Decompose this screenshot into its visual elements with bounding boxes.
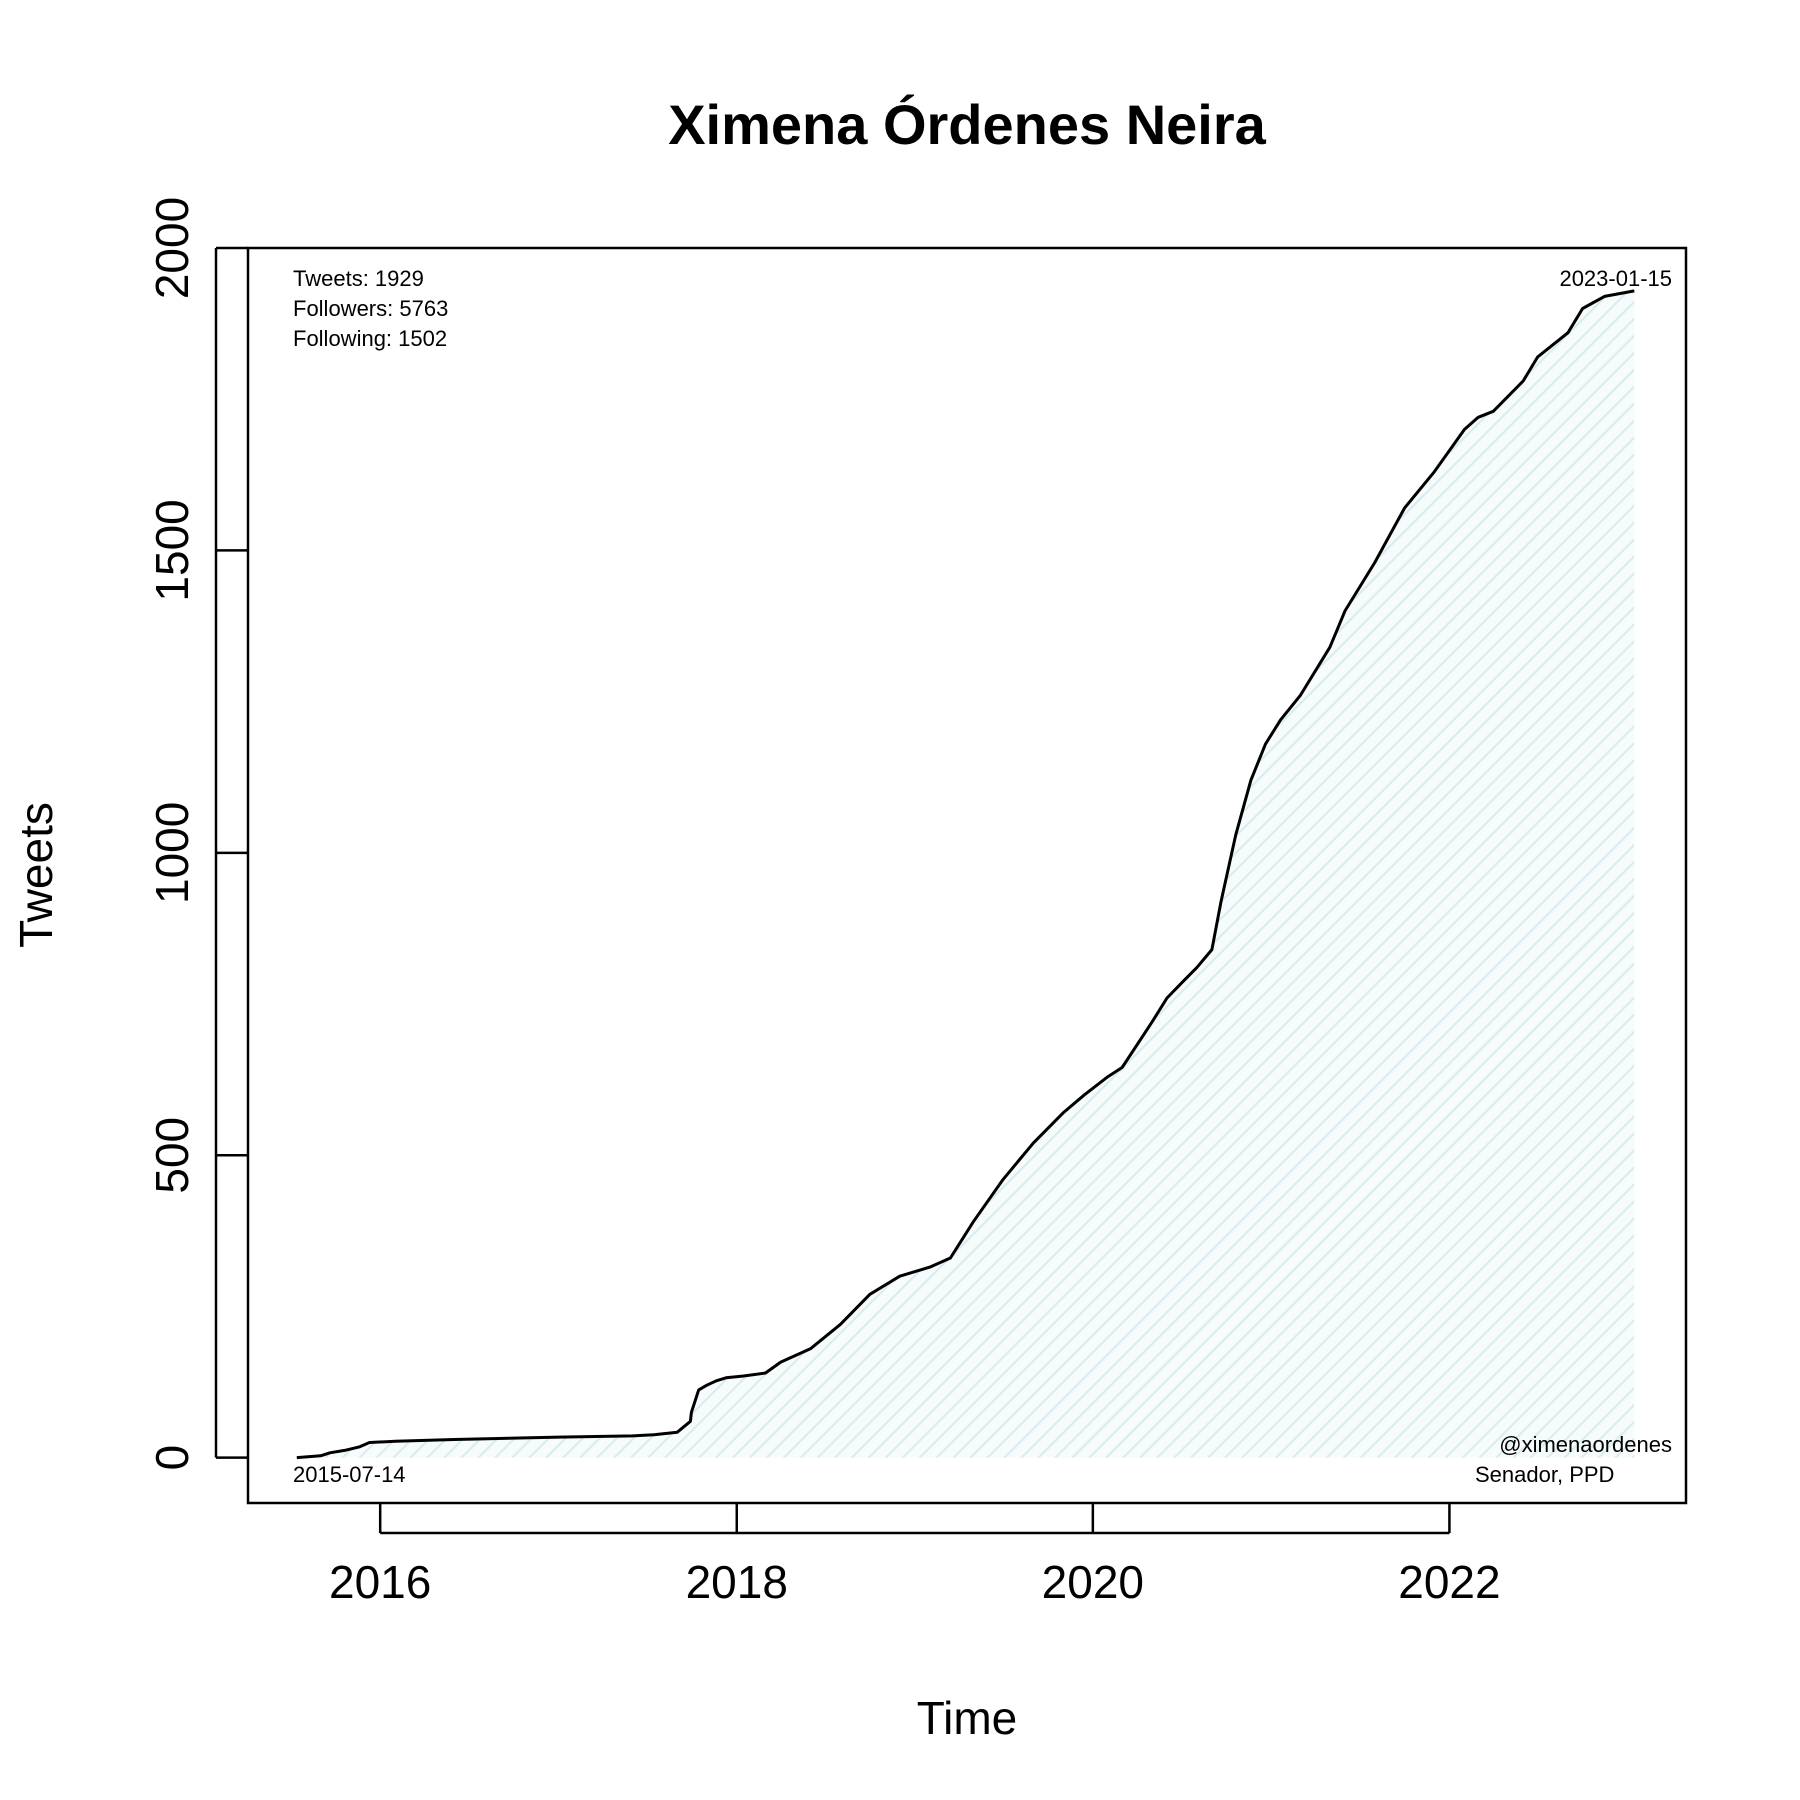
- series-area-fill: [296, 290, 1635, 1458]
- chart-title: Ximena Órdenes Neira: [668, 93, 1266, 156]
- x-tick-label: 2018: [686, 1556, 788, 1608]
- stat-followers: Followers: 5763: [293, 296, 448, 321]
- start-date-label: 2015-07-14: [293, 1462, 406, 1487]
- x-tick-label: 2022: [1398, 1556, 1500, 1608]
- y-tick-label: 2000: [146, 197, 198, 299]
- x-axis: 2016 2018 2020 2022: [329, 1503, 1501, 1608]
- area-layer: [296, 290, 1635, 1458]
- handle-label: @ximenaordenes: [1499, 1432, 1672, 1457]
- series-line: [296, 289, 1635, 1460]
- y-tick-label: 1000: [146, 802, 198, 904]
- stat-tweets: Tweets: 1929: [293, 266, 424, 291]
- y-axis: 0 500 1000 1500 2000: [146, 197, 248, 1471]
- y-tick-label: 0: [146, 1445, 198, 1471]
- y-tick-label: 500: [146, 1117, 198, 1194]
- end-date-label: 2023-01-15: [1559, 266, 1672, 291]
- y-axis-label: Tweets: [10, 802, 62, 948]
- stat-following: Following: 1502: [293, 326, 447, 351]
- x-axis-label: Time: [917, 1692, 1018, 1744]
- x-tick-label: 2016: [329, 1556, 431, 1608]
- x-tick-label: 2020: [1042, 1556, 1144, 1608]
- plot-frame: [246, 246, 1688, 1505]
- role-label: Senador, PPD: [1475, 1462, 1614, 1487]
- y-tick-label: 1500: [146, 499, 198, 601]
- line-layer: [296, 289, 1635, 1460]
